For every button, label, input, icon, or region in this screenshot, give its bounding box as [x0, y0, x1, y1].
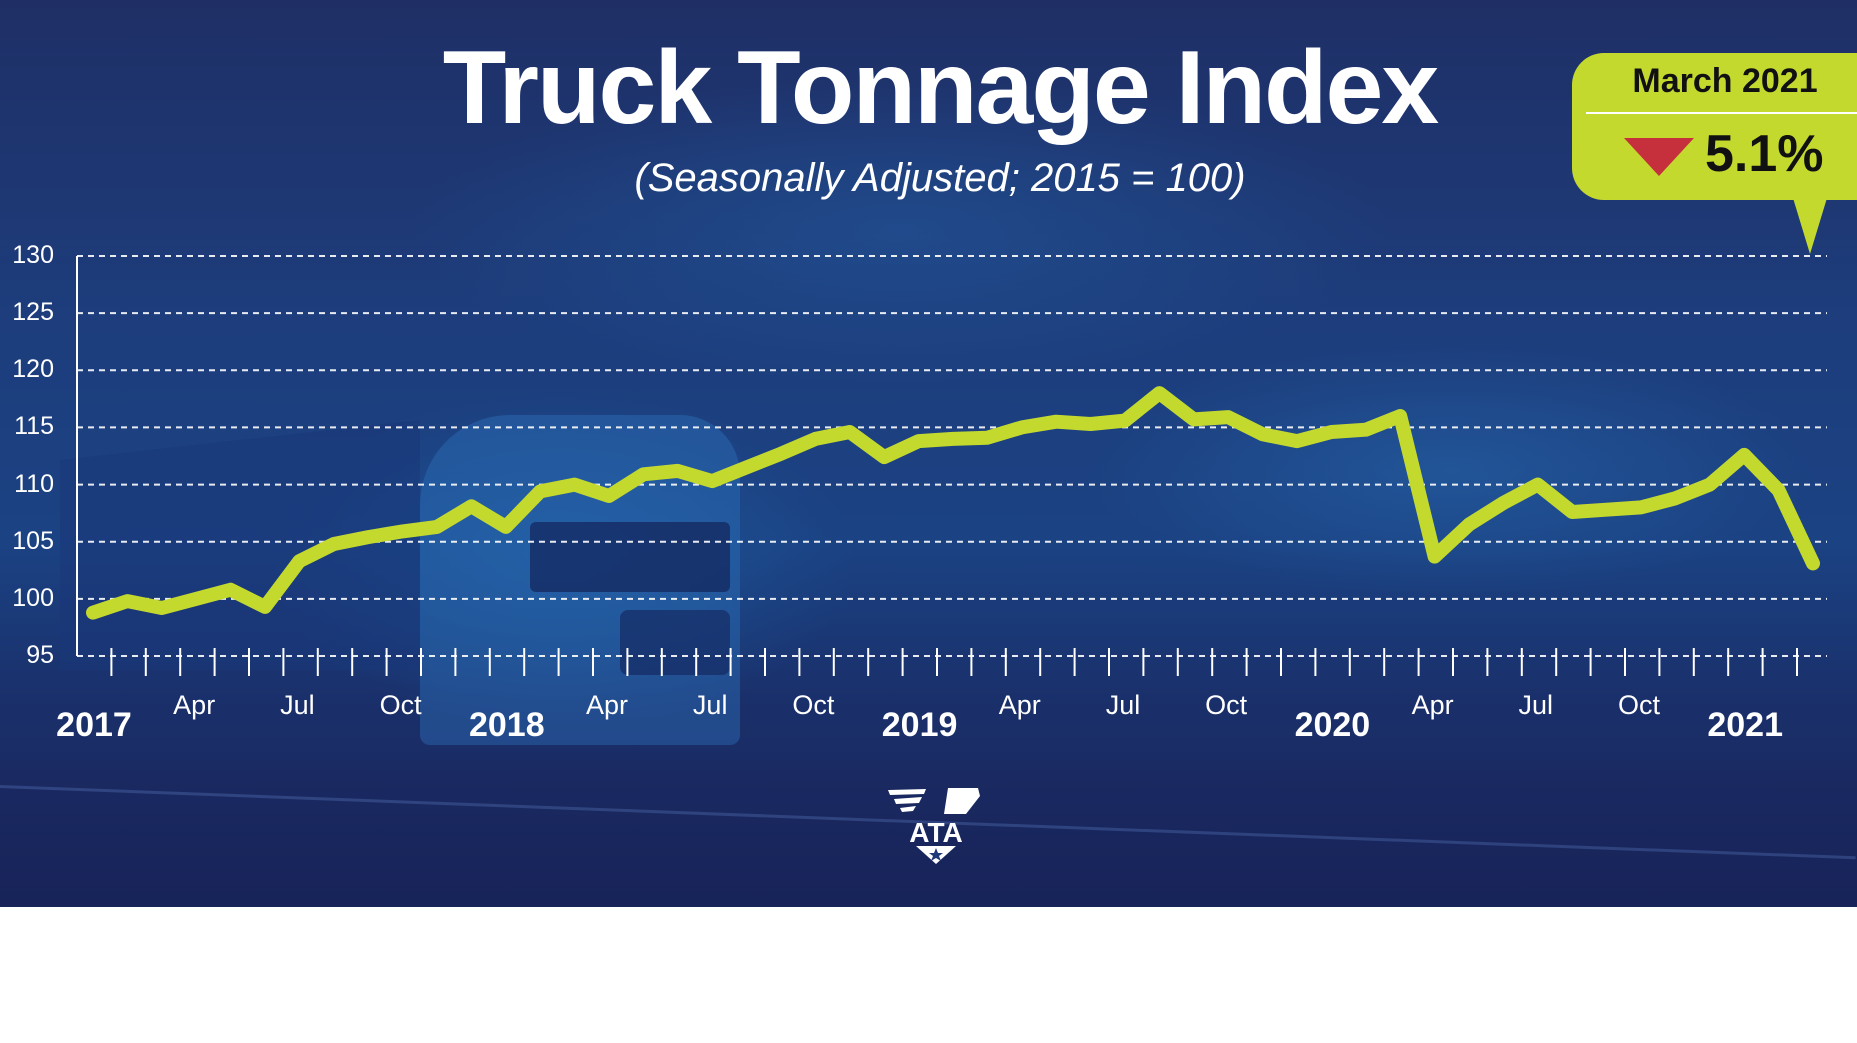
- x-year-label: 2020: [1294, 706, 1371, 744]
- x-year-label: 2019: [881, 706, 958, 744]
- x-month-label: Oct: [1617, 690, 1661, 720]
- y-tick-label: 100: [12, 583, 54, 612]
- x-month-label: Apr: [998, 690, 1041, 720]
- y-tick-label: 125: [12, 298, 54, 327]
- ata-logo-icon: ATA: [888, 788, 980, 864]
- x-month-label: Jul: [1518, 690, 1554, 720]
- line-plot: [86, 386, 1820, 620]
- chart-subtitle: (Seasonally Adjusted; 2015 = 100): [634, 156, 1246, 200]
- tonnage-data-line: [86, 386, 1820, 620]
- x-month-label: Jul: [692, 690, 728, 720]
- change-callout: [1572, 53, 1857, 200]
- x-month-label: Jul: [280, 690, 315, 720]
- x-month-label: Jul: [1105, 690, 1141, 720]
- y-tick-label: 130: [12, 241, 54, 269]
- x-year-label: 2018: [468, 706, 545, 744]
- x-month-label: Oct: [379, 690, 422, 720]
- callout-date: March 2021: [1632, 62, 1818, 100]
- chart-title: Truck Tonnage Index: [442, 30, 1439, 146]
- x-month-label: Oct: [792, 690, 835, 720]
- svg-text:ATA: ATA: [909, 817, 962, 848]
- callout-divider: [1586, 112, 1857, 114]
- callout-pointer: [1793, 198, 1827, 254]
- x-month-label: Apr: [585, 690, 629, 720]
- x-year-label: 2017: [56, 706, 132, 744]
- truck-grille: [620, 610, 730, 675]
- x-month-label: Apr: [1411, 690, 1454, 720]
- truck-windshield: [530, 522, 730, 592]
- y-tick-label: 95: [26, 641, 54, 669]
- x-month-label: Oct: [1205, 690, 1248, 720]
- road-background: [0, 760, 1857, 907]
- x-month-label: Apr: [173, 690, 216, 720]
- y-tick-label: 115: [14, 412, 54, 441]
- y-tick-label: 105: [12, 526, 54, 555]
- y-tick-label: 120: [12, 355, 54, 384]
- y-tick-label: 110: [14, 469, 54, 498]
- down-triangle-icon: [1624, 138, 1694, 176]
- callout-change-value: 5.1%: [1705, 125, 1824, 183]
- x-year-label: 2021: [1707, 706, 1784, 744]
